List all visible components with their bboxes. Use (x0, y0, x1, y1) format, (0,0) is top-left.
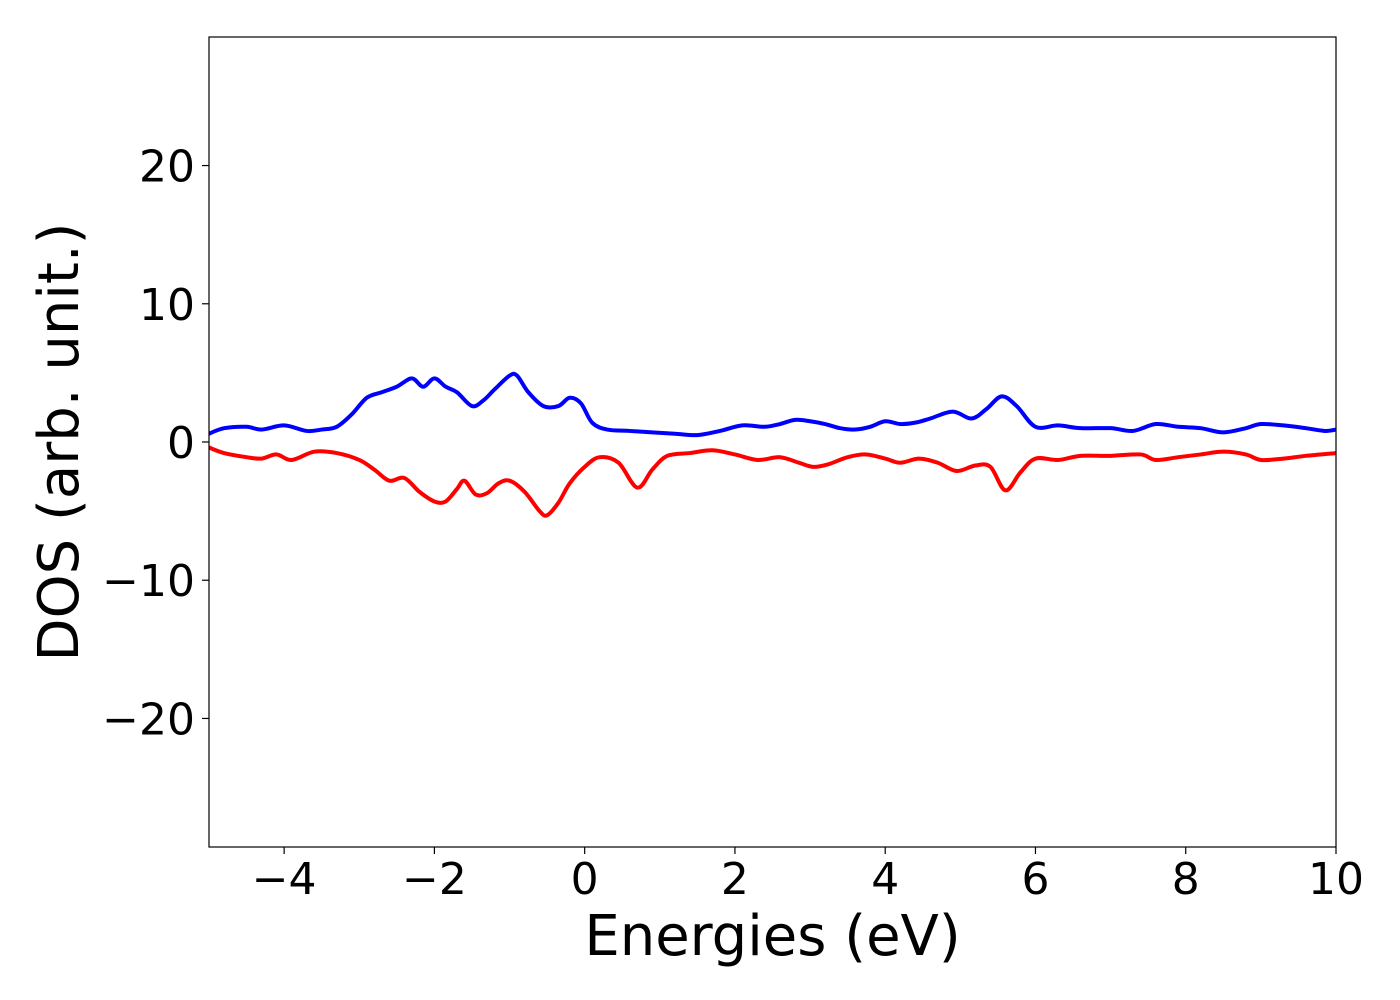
x-tick-label: 6 (1021, 854, 1049, 905)
y-tick-label: 20 (139, 142, 195, 193)
x-axis: −4 −2 0 2 4 6 8 10 (252, 847, 1364, 905)
y-axis-title: DOS (arb. unit.) (27, 222, 92, 661)
series-line-red (209, 445, 1336, 518)
x-axis-title: Energies (eV) (584, 904, 960, 969)
x-tick-label: 8 (1172, 854, 1200, 905)
y-tick-label: 10 (139, 280, 195, 331)
x-tick-label: 2 (721, 854, 749, 905)
x-tick-label: 4 (871, 854, 899, 905)
y-tick-label: −20 (102, 694, 195, 745)
x-tick-label: 0 (571, 854, 599, 905)
y-axis: 20 10 0 −10 −20 (102, 142, 209, 745)
y-tick-label: 0 (167, 418, 195, 469)
plot-frame (208, 36, 1337, 848)
y-tick-label: −10 (102, 556, 195, 607)
plot-area (209, 371, 1336, 518)
series-line-blue (209, 371, 1336, 438)
x-tick-label: −4 (252, 854, 317, 905)
x-tick-label: 10 (1308, 854, 1364, 905)
x-tick-label: −2 (402, 854, 467, 905)
